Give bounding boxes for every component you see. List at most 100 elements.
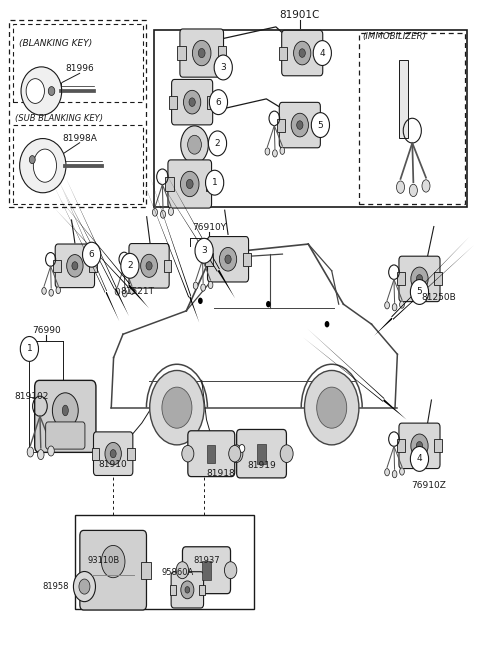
FancyBboxPatch shape [46,422,85,449]
Text: 95860A: 95860A [162,567,194,577]
Text: 76910Y: 76910Y [192,222,226,232]
Circle shape [410,279,429,304]
Ellipse shape [130,287,134,295]
Circle shape [324,321,329,327]
Bar [257,444,266,464]
Circle shape [225,255,231,264]
Bar [12,24,143,102]
FancyBboxPatch shape [129,243,169,288]
Bar [199,585,204,595]
Bar [205,253,213,266]
Text: 3: 3 [201,246,207,255]
Circle shape [411,434,428,458]
Bar [12,125,143,203]
FancyBboxPatch shape [399,256,440,302]
Bar [127,260,134,272]
Ellipse shape [392,470,397,478]
Circle shape [195,238,213,263]
Text: 81901C: 81901C [280,10,320,20]
Bar [141,562,151,579]
Bar [399,60,408,138]
Text: 81996: 81996 [65,64,94,73]
Circle shape [121,253,139,278]
Polygon shape [303,329,407,420]
Text: 819102: 819102 [14,392,48,401]
Ellipse shape [62,405,68,416]
Circle shape [72,262,78,270]
Text: 81521T: 81521T [120,287,154,297]
Ellipse shape [409,184,418,197]
Ellipse shape [201,284,205,291]
Circle shape [162,387,192,428]
Text: 93110B: 93110B [87,556,120,565]
Ellipse shape [20,138,66,193]
Ellipse shape [48,446,54,456]
Circle shape [266,301,271,308]
Bar [207,96,215,109]
Circle shape [186,179,193,188]
Ellipse shape [384,302,389,309]
Text: (BLANKING KEY): (BLANKING KEY) [19,39,92,48]
Circle shape [294,41,311,65]
Bar [315,119,323,131]
Text: 81937: 81937 [193,556,220,565]
Text: 81918: 81918 [206,469,235,478]
Text: 6: 6 [216,98,221,107]
Text: 76990: 76990 [32,326,60,335]
Ellipse shape [122,290,127,297]
Ellipse shape [384,468,389,476]
Text: 76910Z: 76910Z [412,481,446,489]
Bar [317,47,325,60]
Bar [169,96,177,109]
Circle shape [239,445,245,453]
Bar [434,440,442,452]
Circle shape [291,113,309,137]
Ellipse shape [168,208,173,215]
Circle shape [208,131,227,156]
Bar [396,440,405,452]
Ellipse shape [273,150,277,157]
Ellipse shape [27,447,34,457]
Circle shape [188,135,202,154]
Circle shape [230,445,243,462]
Circle shape [73,571,96,602]
Text: 5: 5 [318,121,324,130]
Text: (IMMOBILIZER): (IMMOBILIZER) [362,32,426,41]
Circle shape [176,562,189,579]
Circle shape [205,171,224,195]
Text: 2: 2 [127,261,133,270]
Circle shape [29,155,35,163]
Text: 1: 1 [212,178,217,187]
Bar [218,46,226,60]
Circle shape [67,255,83,277]
Circle shape [105,442,121,465]
Bar [207,445,216,463]
Bar [92,447,99,460]
Ellipse shape [400,301,404,308]
Circle shape [228,445,241,462]
FancyBboxPatch shape [80,531,146,610]
Text: 1: 1 [26,344,32,354]
Text: 5: 5 [417,287,422,297]
Circle shape [410,447,429,472]
Bar [203,561,211,580]
Bar [434,272,442,285]
Ellipse shape [56,287,60,294]
Circle shape [299,49,305,57]
Polygon shape [143,174,199,323]
FancyBboxPatch shape [94,432,133,476]
Circle shape [83,242,101,267]
Bar [170,585,176,595]
Ellipse shape [37,449,44,460]
FancyBboxPatch shape [168,160,212,208]
Circle shape [146,262,152,270]
Bar [164,260,171,272]
Ellipse shape [280,147,285,154]
Circle shape [411,267,428,291]
Ellipse shape [422,180,430,192]
Circle shape [225,562,237,579]
Polygon shape [54,180,120,321]
Circle shape [182,445,194,462]
Circle shape [297,121,303,129]
Circle shape [189,98,195,106]
